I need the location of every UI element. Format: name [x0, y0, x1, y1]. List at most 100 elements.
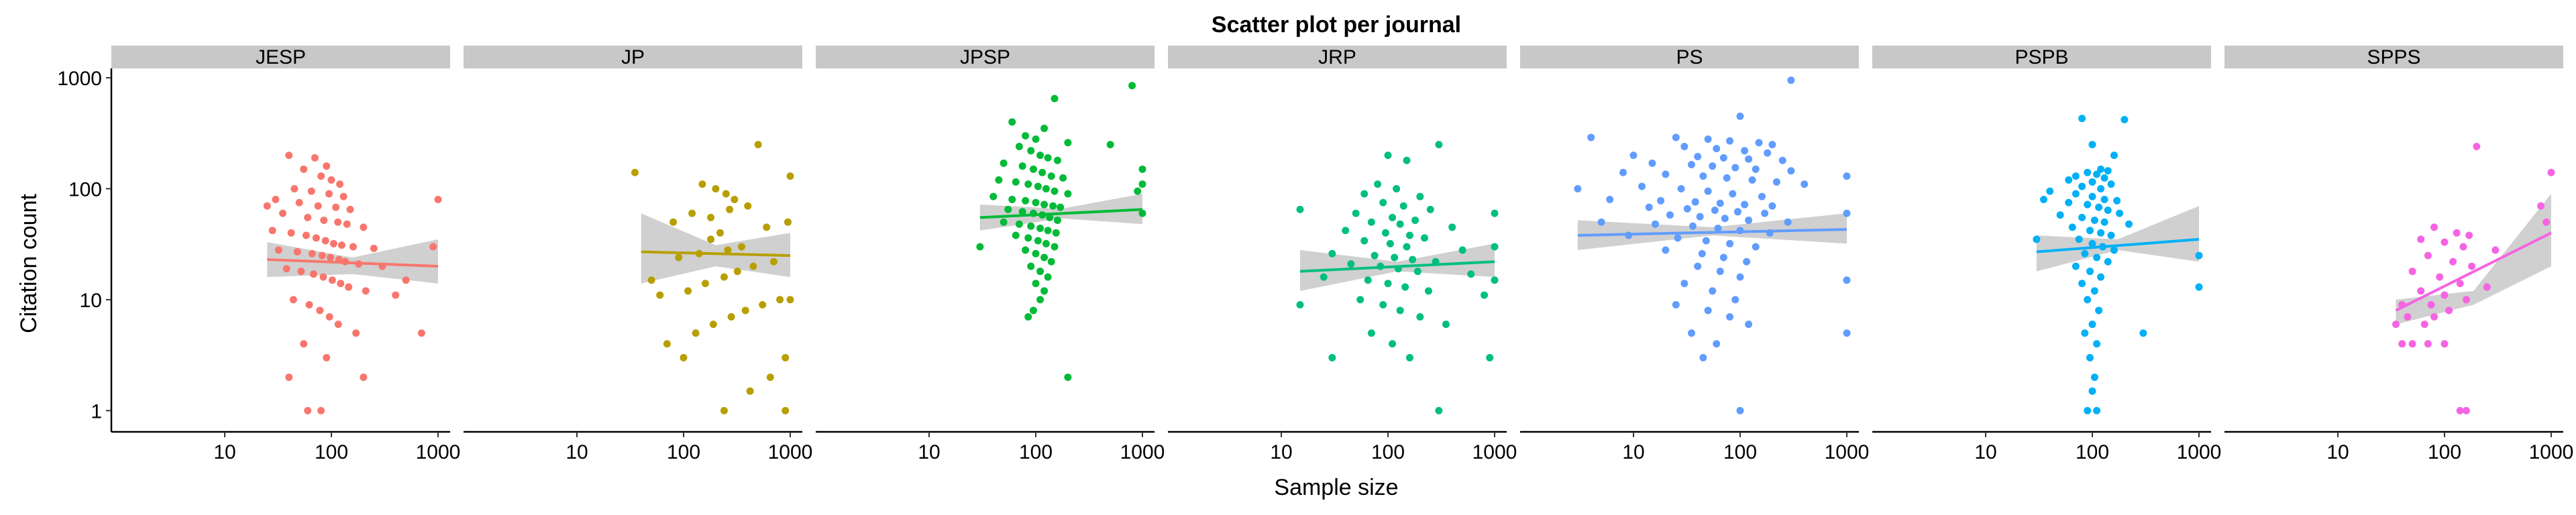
- data-point: [1386, 239, 1394, 247]
- data-point: [290, 184, 299, 192]
- data-point: [263, 202, 271, 210]
- data-point: [1384, 152, 1392, 160]
- data-point: [1371, 251, 1379, 260]
- data-point: [1036, 296, 1044, 304]
- facet-strip: [1872, 46, 2211, 68]
- data-point: [1723, 174, 1731, 182]
- data-point: [1059, 174, 1067, 182]
- data-point: [1736, 406, 1744, 414]
- data-point: [1752, 165, 1760, 173]
- data-point: [1716, 199, 1724, 207]
- data-point: [1042, 239, 1050, 247]
- data-point: [1638, 182, 1646, 190]
- x-tick-label: 10: [566, 441, 588, 463]
- data-point: [1574, 184, 1582, 192]
- data-point: [2084, 168, 2092, 176]
- data-point: [1672, 133, 1680, 141]
- data-point: [2100, 218, 2108, 226]
- data-point: [976, 243, 984, 251]
- data-point: [327, 253, 335, 262]
- data-point: [349, 243, 357, 251]
- data-point: [1743, 258, 1751, 266]
- data-point: [2195, 251, 2203, 260]
- facet-strip: [1520, 46, 1859, 68]
- data-point: [2100, 174, 2108, 182]
- data-point: [1713, 340, 1721, 348]
- data-point: [2088, 178, 2096, 186]
- facet-panels: 1 10 100 1000 JESP 10 100 1000 JP 10 100 1000 JPSP 10…: [57, 46, 2573, 463]
- data-point: [2078, 115, 2086, 123]
- data-point: [1022, 132, 1030, 140]
- data-point: [1024, 313, 1032, 321]
- data-point: [1367, 218, 1375, 226]
- data-point: [1024, 180, 1032, 188]
- data-point: [720, 406, 728, 414]
- data-point: [1657, 196, 1665, 205]
- data-point: [1680, 143, 1688, 151]
- data-point: [417, 329, 425, 337]
- x-tick-label: 10: [918, 441, 940, 463]
- data-point: [1758, 192, 1766, 201]
- data-point: [712, 184, 720, 192]
- data-point: [2110, 152, 2118, 160]
- data-point: [2088, 387, 2096, 395]
- x-tick-label: 1000: [1472, 441, 1517, 463]
- data-point: [647, 276, 655, 284]
- data-point: [680, 353, 688, 361]
- data-point: [314, 202, 322, 210]
- data-point: [2090, 287, 2098, 295]
- data-point: [287, 229, 295, 237]
- data-point: [323, 162, 331, 170]
- data-point: [2459, 243, 2467, 251]
- y-tick-label: 1: [91, 400, 102, 422]
- confidence-band: [2036, 206, 2199, 272]
- data-point: [2398, 340, 2406, 348]
- regression-line: [267, 258, 439, 268]
- data-point: [323, 353, 331, 361]
- data-point: [2542, 218, 2551, 226]
- data-point: [716, 229, 724, 237]
- data-point: [1040, 124, 1049, 132]
- facet-strip-label: PS: [1676, 46, 1703, 68]
- data-point: [1606, 195, 1614, 203]
- data-point: [1411, 216, 1419, 224]
- data-point: [1347, 260, 1355, 268]
- data-point: [1364, 276, 1372, 284]
- data-point: [1008, 195, 1016, 203]
- data-point: [2408, 340, 2416, 348]
- data-point: [1106, 141, 1114, 149]
- data-point: [1619, 168, 1627, 176]
- data-point: [759, 300, 767, 308]
- data-point: [1741, 147, 1749, 155]
- x-tick-label: 100: [1723, 441, 1757, 463]
- data-point: [1012, 178, 1020, 186]
- data-point: [1018, 208, 1026, 216]
- data-point: [698, 180, 706, 188]
- data-point: [1662, 246, 1670, 254]
- data-point: [434, 195, 442, 203]
- data-point: [1713, 145, 1721, 153]
- data-point: [1711, 207, 1719, 215]
- facet-strip: [816, 46, 1155, 68]
- data-point: [304, 406, 312, 414]
- x-tick-label: 100: [1019, 441, 1053, 463]
- data-point: [345, 283, 353, 291]
- data-point: [1442, 321, 1450, 329]
- data-point: [675, 253, 683, 262]
- data-point: [1741, 201, 1749, 209]
- data-point: [707, 213, 715, 221]
- facet-panel-jrp: JRP 10 100 1000: [1168, 46, 1517, 463]
- data-point: [2436, 273, 2444, 281]
- data-point: [1328, 249, 1336, 258]
- data-point: [1032, 135, 1040, 143]
- data-point: [1416, 313, 1424, 321]
- data-point: [1714, 224, 1722, 232]
- data-point: [1024, 234, 1032, 242]
- data-point: [1047, 172, 1055, 180]
- data-point: [1393, 184, 1401, 192]
- data-point: [334, 321, 342, 329]
- data-point: [2097, 165, 2105, 173]
- data-point: [1704, 187, 1712, 195]
- data-point: [337, 241, 345, 249]
- data-point: [1391, 253, 1399, 262]
